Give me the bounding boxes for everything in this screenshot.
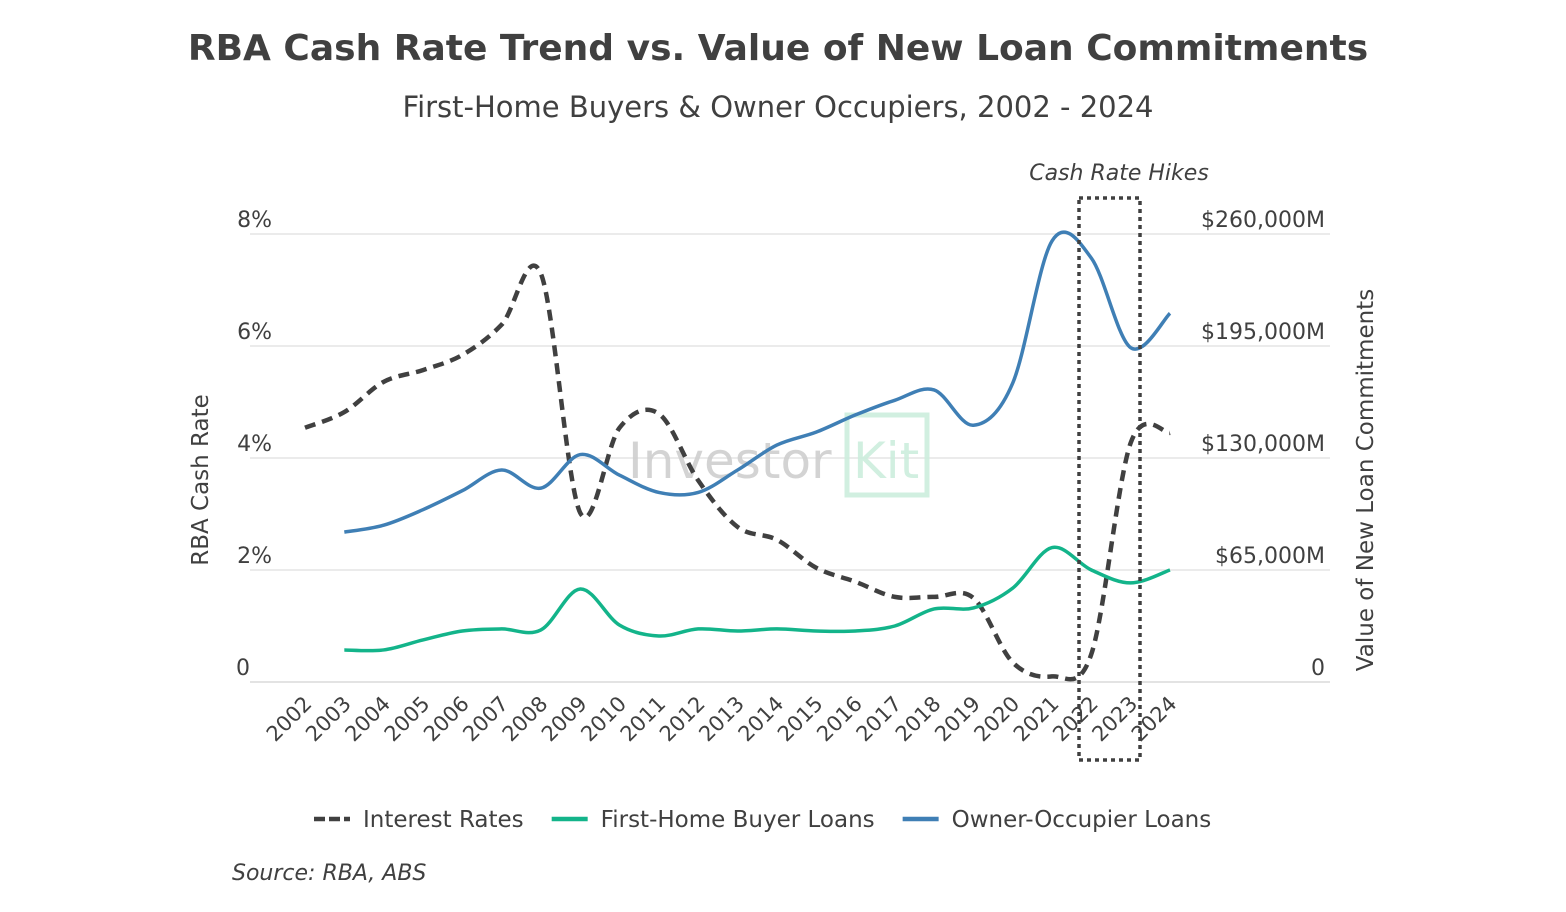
series-lines [304, 230, 1172, 682]
x-axis-ticks: 2002200320042005200620072008200920102011… [262, 692, 1182, 747]
legend: Interest Rates First-Home Buyer Loans Owne… [314, 807, 1211, 833]
left-tick-label: 8% [237, 208, 272, 233]
x-tick-label: 2002 [262, 692, 317, 747]
right-tick-label: $130,000M [1201, 432, 1325, 457]
x-tick-label: 2005 [380, 692, 435, 747]
x-tick-label: 2016 [812, 692, 867, 747]
x-tick-label: 2024 [1127, 692, 1182, 747]
right-tick-label: $260,000M [1201, 208, 1325, 233]
x-tick-label: 2010 [576, 692, 631, 747]
watermark: Investor Kit [628, 412, 930, 498]
right-tick-label: $65,000M [1215, 544, 1325, 569]
x-tick-label: 2011 [616, 692, 671, 747]
legend-label: Owner-Occupier Loans [952, 807, 1212, 833]
x-tick-label: 2022 [1048, 692, 1103, 747]
x-tick-label: 2018 [891, 692, 946, 747]
cash-rate-hikes-annotation: Cash Rate Hikes [1029, 161, 1209, 186]
right-axis-label: Value of New Loan Commitments [1353, 289, 1379, 671]
x-tick-label: 2009 [537, 692, 592, 747]
x-tick-label: 2004 [340, 692, 395, 747]
right-axis-ticks: 0 $65,000M $130,000M $195,000M $260,000M [1201, 208, 1325, 681]
x-tick-label: 2014 [734, 692, 789, 747]
right-tick-label: 0 [1311, 656, 1325, 681]
left-tick-label: 2% [237, 544, 272, 569]
left-tick-label: 4% [237, 432, 272, 457]
gridlines [250, 233, 1330, 683]
x-tick-label: 2021 [1009, 692, 1064, 747]
series-line-first-home-buyer-loans [344, 545, 1171, 653]
x-tick-label: 2008 [498, 692, 553, 747]
x-tick-label: 2006 [419, 692, 474, 747]
series-line-owner-occupier-loans [344, 230, 1172, 534]
watermark-logo-text: Kit [853, 432, 919, 490]
x-tick-label: 2007 [458, 692, 513, 747]
x-tick-label: 2012 [655, 692, 710, 747]
right-tick-label: $195,000M [1201, 320, 1325, 345]
chart-subtitle: First-Home Buyers & Owner Occupiers, 200… [403, 90, 1154, 124]
left-axis-ticks: 0 2% 4% 6% 8% [236, 208, 272, 681]
legend-label: Interest Rates [363, 807, 524, 833]
cash-rate-hikes-box [1077, 196, 1142, 762]
series-line-interest-rates [304, 263, 1171, 682]
watermark-logo-box [844, 412, 930, 498]
legend-label: First-Home Buyer Loans [601, 807, 875, 833]
left-tick-label: 0 [236, 656, 250, 681]
x-tick-label: 2015 [773, 692, 828, 747]
chart-title: RBA Cash Rate Trend vs. Value of New Loa… [188, 28, 1368, 69]
left-tick-label: 6% [237, 320, 272, 345]
x-tick-label: 2019 [930, 692, 985, 747]
x-tick-label: 2023 [1087, 692, 1142, 747]
source-note: Source: RBA, ABS [232, 861, 426, 886]
left-axis-label: RBA Cash Rate [188, 394, 214, 566]
x-tick-label: 2020 [969, 692, 1024, 747]
x-tick-label: 2003 [301, 692, 356, 747]
watermark-text: Investor [628, 432, 832, 490]
x-tick-label: 2013 [694, 692, 749, 747]
x-tick-label: 2017 [852, 692, 907, 747]
